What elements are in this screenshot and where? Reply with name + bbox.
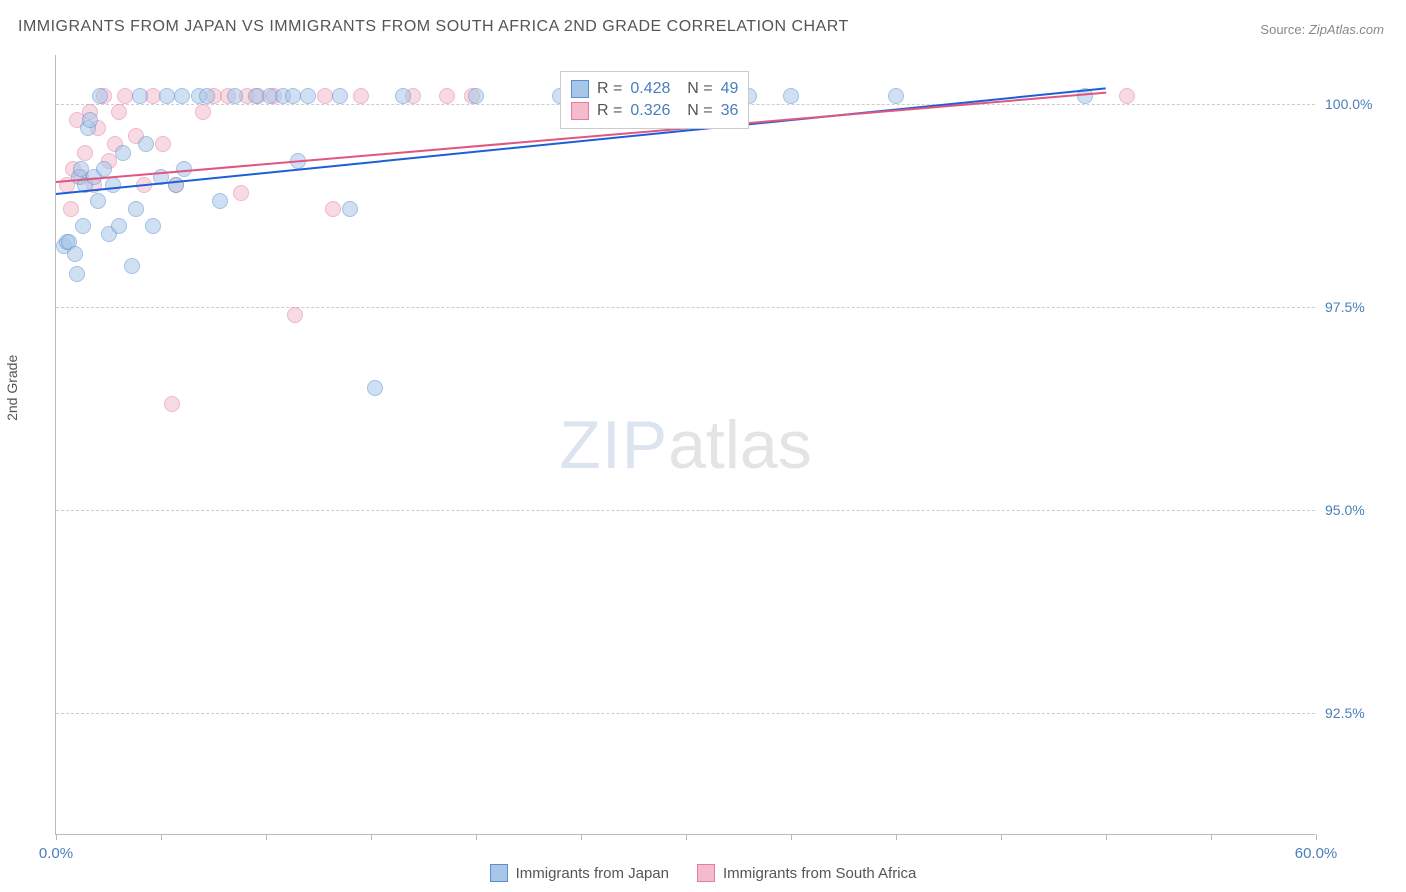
scatter-point-series1 xyxy=(332,88,348,104)
x-tick-mark xyxy=(371,834,372,840)
plot-area: ZIPatlas 92.5%95.0%97.5%100.0%0.0%60.0%R… xyxy=(55,55,1315,835)
corr-r-label: R = xyxy=(597,102,622,120)
scatter-point-series1 xyxy=(138,136,154,152)
scatter-point-series1 xyxy=(212,193,228,209)
y-tick-label: 97.5% xyxy=(1325,299,1385,315)
x-tick-mark xyxy=(1316,834,1317,840)
gridline-h xyxy=(56,510,1315,511)
x-tick-mark xyxy=(581,834,582,840)
scatter-point-series2 xyxy=(287,307,303,323)
scatter-point-series1 xyxy=(285,88,301,104)
x-tick-mark xyxy=(1211,834,1212,840)
y-axis-label: 2nd Grade xyxy=(4,355,20,421)
x-tick-mark xyxy=(1001,834,1002,840)
scatter-point-series1 xyxy=(395,88,411,104)
legend-swatch xyxy=(571,102,589,120)
scatter-point-series1 xyxy=(159,88,175,104)
corr-n-value: 49 xyxy=(721,80,739,98)
corr-n-label: N = xyxy=(678,80,712,98)
corr-r-label: R = xyxy=(597,80,622,98)
source-label: Source: xyxy=(1260,22,1305,37)
scatter-point-series1 xyxy=(115,145,131,161)
x-tick-mark xyxy=(161,834,162,840)
x-tick-mark xyxy=(896,834,897,840)
corr-r-value: 0.428 xyxy=(630,80,670,98)
scatter-point-series1 xyxy=(132,88,148,104)
corr-n-label: N = xyxy=(678,102,712,120)
scatter-point-series1 xyxy=(468,88,484,104)
scatter-point-series2 xyxy=(111,104,127,120)
scatter-point-series1 xyxy=(145,218,161,234)
chart-title: IMMIGRANTS FROM JAPAN VS IMMIGRANTS FROM… xyxy=(18,18,849,36)
legend-swatch xyxy=(571,80,589,98)
legend-swatch xyxy=(697,864,715,882)
scatter-point-series1 xyxy=(128,201,144,217)
scatter-point-series1 xyxy=(199,88,215,104)
scatter-point-series2 xyxy=(195,104,211,120)
gridline-h xyxy=(56,713,1315,714)
scatter-point-series2 xyxy=(353,88,369,104)
scatter-point-series2 xyxy=(63,201,79,217)
legend-item: Immigrants from South Africa xyxy=(697,864,916,882)
scatter-point-series2 xyxy=(317,88,333,104)
x-tick-mark xyxy=(56,834,57,840)
legend-label: Immigrants from South Africa xyxy=(723,865,916,882)
x-tick-mark xyxy=(686,834,687,840)
scatter-point-series1 xyxy=(69,266,85,282)
scatter-point-series1 xyxy=(92,88,108,104)
y-tick-label: 100.0% xyxy=(1325,96,1385,112)
scatter-point-series2 xyxy=(325,201,341,217)
x-tick-label: 60.0% xyxy=(1295,845,1338,862)
y-tick-label: 95.0% xyxy=(1325,502,1385,518)
gridline-h xyxy=(56,307,1315,308)
scatter-point-series1 xyxy=(96,161,112,177)
scatter-point-series1 xyxy=(367,380,383,396)
legend-swatch xyxy=(490,864,508,882)
scatter-point-series1 xyxy=(783,88,799,104)
watermark: ZIPatlas xyxy=(559,406,811,484)
scatter-point-series2 xyxy=(117,88,133,104)
scatter-point-series2 xyxy=(164,396,180,412)
correlation-row: R = 0.326 N = 36 xyxy=(571,100,738,122)
watermark-atlas: atlas xyxy=(668,407,812,483)
correlation-row: R = 0.428 N = 49 xyxy=(571,78,738,100)
scatter-point-series1 xyxy=(67,246,83,262)
x-tick-mark xyxy=(791,834,792,840)
scatter-point-series2 xyxy=(233,185,249,201)
bottom-legend: Immigrants from Japan Immigrants from Sou… xyxy=(0,864,1406,882)
x-tick-mark xyxy=(476,834,477,840)
scatter-point-series1 xyxy=(75,218,91,234)
x-tick-mark xyxy=(266,834,267,840)
scatter-point-series2 xyxy=(155,136,171,152)
scatter-point-series1 xyxy=(82,112,98,128)
scatter-point-series1 xyxy=(174,88,190,104)
scatter-point-series2 xyxy=(1119,88,1135,104)
x-tick-label: 0.0% xyxy=(39,845,73,862)
scatter-point-series1 xyxy=(90,193,106,209)
scatter-point-series1 xyxy=(124,258,140,274)
correlation-box: R = 0.428 N = 49 R = 0.326 N = 36 xyxy=(560,71,749,129)
scatter-point-series1 xyxy=(248,88,264,104)
scatter-point-series1 xyxy=(888,88,904,104)
x-tick-mark xyxy=(1106,834,1107,840)
watermark-zip: ZIP xyxy=(559,407,668,483)
source-link[interactable]: ZipAtlas.com xyxy=(1309,22,1384,37)
corr-r-value: 0.326 xyxy=(630,102,670,120)
scatter-point-series1 xyxy=(227,88,243,104)
scatter-point-series1 xyxy=(300,88,316,104)
y-tick-label: 92.5% xyxy=(1325,705,1385,721)
scatter-point-series2 xyxy=(439,88,455,104)
scatter-point-series1 xyxy=(342,201,358,217)
legend-label: Immigrants from Japan xyxy=(516,865,669,882)
corr-n-value: 36 xyxy=(721,102,739,120)
scatter-point-series1 xyxy=(111,218,127,234)
legend-item: Immigrants from Japan xyxy=(490,864,669,882)
source-attribution: Source: ZipAtlas.com xyxy=(1260,22,1384,37)
scatter-point-series2 xyxy=(77,145,93,161)
scatter-point-series1 xyxy=(105,177,121,193)
